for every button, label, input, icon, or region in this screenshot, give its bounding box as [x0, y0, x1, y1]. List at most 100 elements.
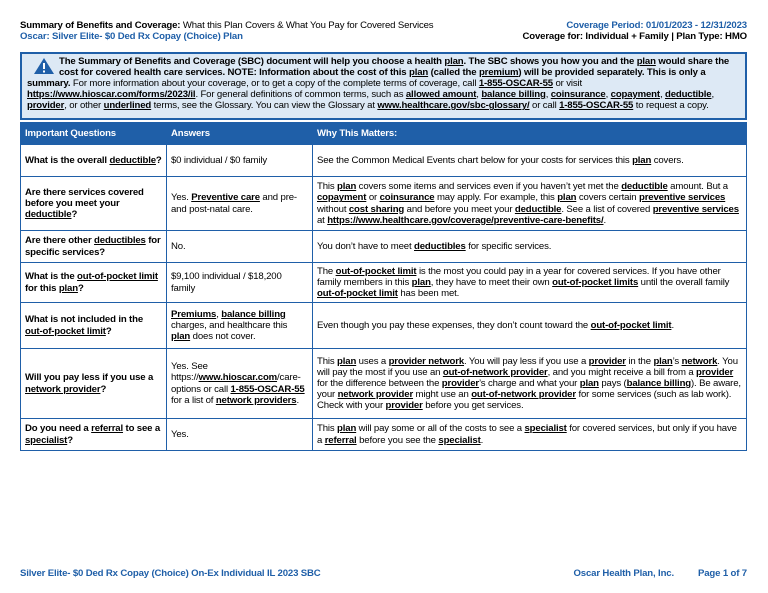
glossary-term: provider	[441, 377, 479, 389]
glossary-term: out-of-pocket limits	[552, 276, 639, 288]
text-run: for some services (such as lab work). Ch…	[317, 389, 732, 412]
question: What is the overall deductible?	[20, 144, 167, 177]
why-it-matters: The out-of-pocket limit is the most you …	[312, 262, 747, 303]
bold-text: Are there other	[25, 235, 95, 247]
coverage-period: Coverage Period: 01/01/2023 - 12/31/2023	[566, 20, 747, 31]
column-header: Important Questions	[20, 122, 167, 145]
question: Are there other deductibles for specific…	[20, 230, 167, 263]
glossary-term: out-of-pocket limit	[25, 325, 106, 337]
glossary-term: 1-855-OSCAR-55	[230, 383, 305, 395]
answer: Yes. Preventive care and pre- and post-n…	[166, 176, 313, 231]
glossary-term: balance billing	[626, 377, 692, 389]
glossary-term: plan	[171, 331, 191, 343]
company: Oscar Health Plan, Inc.	[573, 568, 674, 579]
notice-text: The Summary of Benefits and Coverage (SB…	[27, 56, 729, 111]
text-run: for covered services, but only if you ha…	[317, 423, 737, 446]
glossary-term: provider	[27, 100, 65, 112]
text-run: has been met.	[397, 288, 460, 300]
glossary-term: balance billing	[221, 308, 286, 320]
glossary-term: out-of-pocket limit	[77, 271, 158, 283]
text-run: or visit	[552, 78, 583, 90]
glossary-term: coinsurance	[550, 89, 606, 101]
text-run: . See a list of covered	[561, 203, 653, 215]
text-run: terms, see the Glossary. You can view th…	[151, 100, 378, 112]
glossary-term: deductibles	[94, 235, 146, 247]
coverage-info: Coverage Period: 01/01/2023 - 12/31/2023…	[522, 20, 747, 42]
glossary-term: Premiums	[171, 308, 217, 320]
glossary-term: www.healthcare.gov/sbc-glossary/	[377, 100, 530, 112]
bold-text: for this	[25, 282, 59, 294]
text-run: at	[317, 214, 328, 226]
text-run: Yes.	[171, 192, 192, 204]
answer: Premiums, balance billing charges, and h…	[166, 302, 313, 349]
glossary-term: out-of-pocket limit	[317, 288, 398, 300]
glossary-term: plan	[337, 423, 357, 435]
table-row: Are there other deductibles for specific…	[20, 230, 747, 263]
bold-text: ?	[155, 154, 162, 166]
text-run: , and you might receive a bill from a	[547, 366, 697, 378]
why-it-matters: This plan uses a provider network. You w…	[312, 348, 747, 419]
plan-name: Oscar: Silver Elite- $0 Ded Rx Copay (Ch…	[20, 31, 243, 43]
bold-text: Will you pay less if you use a	[25, 372, 154, 384]
text-run: /care-options or call	[171, 372, 301, 395]
glossary-term: provider network	[388, 355, 465, 367]
bold-text: ?	[100, 383, 107, 395]
bold-text: ?	[105, 325, 112, 337]
question: What is not included in the out-of-pocke…	[20, 302, 167, 349]
text-run: covers some items and services even if y…	[356, 181, 622, 193]
coverage-for: Coverage for: Individual + Family | Plan…	[522, 31, 747, 43]
glossary-term: out-of-network provider	[442, 366, 548, 378]
glossary-term: plan	[444, 56, 464, 67]
text-run: charges, and healthcare this	[171, 319, 288, 331]
glossary-term: plan	[632, 154, 652, 166]
text-run: This	[317, 423, 338, 435]
bold-text: What is the overall	[25, 154, 110, 166]
glossary-term: Preventive care	[191, 192, 260, 204]
text-run: . You will pay less if you use a	[464, 355, 589, 367]
text-run: Yes. See https://	[171, 361, 208, 384]
bold-text: ) will be provided separately. This is o…	[27, 67, 706, 90]
why-it-matters: Even though you pay these expenses, they…	[312, 302, 747, 349]
glossary-term: out-of-network provider	[471, 389, 576, 401]
glossary-term: preventive services	[639, 192, 726, 204]
glossary-term: preventive services	[652, 203, 739, 215]
glossary-term: referral	[91, 423, 124, 435]
text-run: does not cover.	[190, 331, 256, 343]
header: Summary of Benefits and Coverage: What t…	[20, 20, 747, 42]
text-run: ’s charge and what your	[478, 377, 580, 389]
text-run: will pay some or all of the costs to see…	[356, 423, 525, 435]
notice: The Summary of Benefits and Coverage (SB…	[20, 52, 747, 120]
text-run: without	[317, 203, 349, 215]
bold-text: to see a	[123, 423, 161, 435]
glossary-term: deductibles	[414, 240, 466, 252]
why-it-matters: You don’t have to meet deductibles for s…	[312, 230, 747, 263]
column-header: Answers	[166, 122, 313, 145]
glossary-term: deductible	[514, 203, 562, 215]
answer: $9,100 individual / $18,200 family	[166, 262, 313, 303]
glossary-term: underlined	[103, 100, 152, 112]
text-run: .	[480, 434, 484, 446]
text-run: for a list of	[171, 394, 216, 406]
glossary-term: plan	[579, 377, 599, 389]
glossary-term: network providers	[215, 394, 297, 406]
glossary-term: copayment	[610, 89, 660, 101]
bold-text: Summary of Benefits and Coverage:	[20, 20, 181, 31]
glossary-term: plan	[337, 355, 357, 367]
table-row: What is the overall deductible? $0 indivi…	[20, 144, 747, 177]
answer: Yes. See https://www.hioscar.com/care-op…	[166, 348, 313, 419]
glossary-term: plan	[636, 56, 656, 67]
glossary-term: plan	[411, 276, 431, 288]
warning-icon	[34, 58, 54, 74]
text-run: ,	[216, 308, 222, 320]
text-run: ,	[605, 89, 611, 101]
glossary-term: www.hioscar.com	[198, 372, 278, 384]
glossary-term: https://www.hioscar.com/forms/2023/il	[27, 89, 196, 101]
text-run: This	[317, 181, 338, 193]
table-row: Will you pay less if you use a network p…	[20, 348, 747, 419]
bold-text: . The SBC shows you how you and the	[463, 56, 637, 67]
text-run: for specific services.	[465, 240, 552, 252]
glossary-term: allowed amount	[405, 89, 477, 101]
footer-right: Oscar Health Plan, Inc. Page 1 of 7	[573, 568, 747, 579]
bold-text: ?	[71, 209, 78, 221]
glossary-term: network	[681, 355, 718, 367]
